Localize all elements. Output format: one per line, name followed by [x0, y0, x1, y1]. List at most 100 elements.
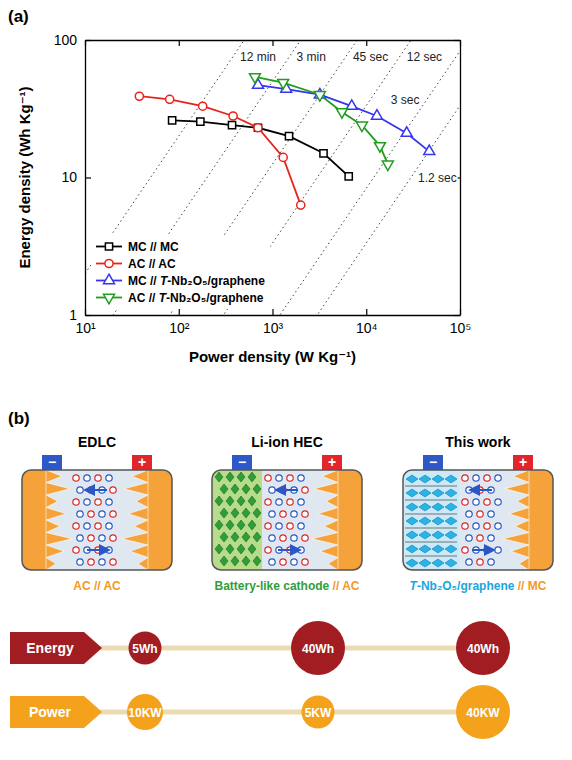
tick-mark [85, 315, 91, 316]
tick-mark [366, 309, 367, 315]
crystal [237, 472, 245, 482]
electrode-pore [322, 470, 338, 483]
crystal [445, 503, 457, 511]
crystal [248, 544, 256, 554]
anion [269, 535, 275, 541]
time-line [85, 106, 460, 315]
ion-arrow [472, 549, 494, 551]
label-part: T-Nb₂O₅/graphene [410, 579, 515, 593]
electrode-pore [328, 558, 338, 571]
text-part: -Nb₂O₅/graphene [167, 274, 265, 288]
tick: 10² [169, 309, 190, 336]
cation [95, 523, 101, 529]
tick: 10⁴ [356, 309, 378, 336]
legend-marker [105, 259, 113, 267]
figure: (a)10¹10²10³10⁴10⁵110100Power density (W… [0, 0, 572, 760]
electrode-pore [511, 545, 529, 558]
tick [454, 40, 460, 41]
electrolyte [403, 470, 553, 570]
cation [302, 511, 308, 517]
electrode-pore [314, 483, 338, 496]
time-label: 12 min [240, 50, 276, 64]
x-axis-title: Power density (W Kg⁻¹) [189, 348, 356, 365]
time-label-group: 12 sec [406, 50, 443, 64]
text-part: AC // AC [73, 579, 121, 593]
electrode-pore [134, 520, 148, 533]
marker [197, 118, 204, 125]
axis-line [460, 41, 461, 316]
legend-label: MC // MC [128, 240, 179, 254]
marker [278, 79, 289, 88]
crystal [231, 484, 239, 494]
legend-label: AC // T-Nb₂O₅/graphene [128, 291, 264, 305]
cation [287, 499, 293, 505]
tick-mark [179, 309, 180, 315]
crystal [445, 489, 457, 497]
cell: Li-ion HEC−+Battery-like cathode // AC [212, 434, 362, 593]
tick-label: 10² [169, 320, 190, 336]
legend-entry: MC // MC [96, 240, 179, 254]
label-patch [239, 50, 277, 64]
terminal [132, 455, 152, 470]
terminal [423, 455, 443, 470]
cation [302, 487, 308, 493]
anion [495, 499, 501, 505]
crystal [432, 517, 444, 525]
tick-label: 10⁴ [356, 320, 378, 336]
tick [366, 40, 367, 46]
electrode-pore [517, 495, 529, 508]
cation [88, 535, 94, 541]
graphene-sheet [405, 500, 457, 501]
crystal [215, 544, 223, 554]
electrode [22, 470, 46, 570]
tick-label: 10 [61, 169, 77, 185]
text-part: AC // AC [128, 257, 176, 271]
tick-mark [366, 40, 367, 46]
cell: This work−+T-Nb₂O₅/graphene // MC [403, 434, 553, 593]
anion [106, 523, 112, 529]
metric-label: 40KW [466, 706, 500, 720]
terminal-sign: + [138, 454, 146, 470]
cation [110, 535, 116, 541]
electrode-pore [132, 470, 148, 483]
electrode-pore [503, 533, 529, 546]
label-patch [352, 50, 389, 64]
electrode-pore [46, 533, 72, 546]
cell-title: Li-ion HEC [251, 434, 323, 450]
cation [477, 511, 483, 517]
crystal [237, 544, 245, 554]
electrode-pore [136, 495, 148, 508]
crystal [248, 496, 256, 506]
legend-marker [104, 274, 115, 283]
label-part: Battery-like cathode [215, 579, 330, 593]
cation [265, 523, 271, 529]
terminal [513, 455, 533, 470]
legend-label: MC // T-Nb₂O₅/graphene [128, 274, 265, 288]
marker [254, 124, 262, 132]
crystal [220, 532, 228, 542]
crystal [215, 520, 223, 530]
tick-mark [454, 40, 460, 41]
marker [199, 102, 207, 110]
cation [462, 523, 468, 529]
anion [269, 487, 275, 493]
crystal [242, 532, 250, 542]
tick-label: 10³ [263, 320, 284, 336]
anion [106, 499, 112, 505]
cation [462, 547, 468, 553]
cell-title: EDLC [78, 434, 116, 450]
anion [291, 535, 297, 541]
electrode [148, 470, 172, 570]
crystal [226, 544, 234, 554]
electrode-pore [46, 470, 62, 483]
anion [77, 511, 83, 517]
crystal [248, 472, 256, 482]
legend-marker [105, 243, 112, 250]
crystal [419, 517, 431, 525]
electrode-label: AC // AC [73, 579, 121, 593]
marker [229, 112, 237, 120]
electrode [212, 470, 262, 570]
axis-line [86, 315, 461, 316]
cation [462, 475, 468, 481]
anion [77, 535, 83, 541]
